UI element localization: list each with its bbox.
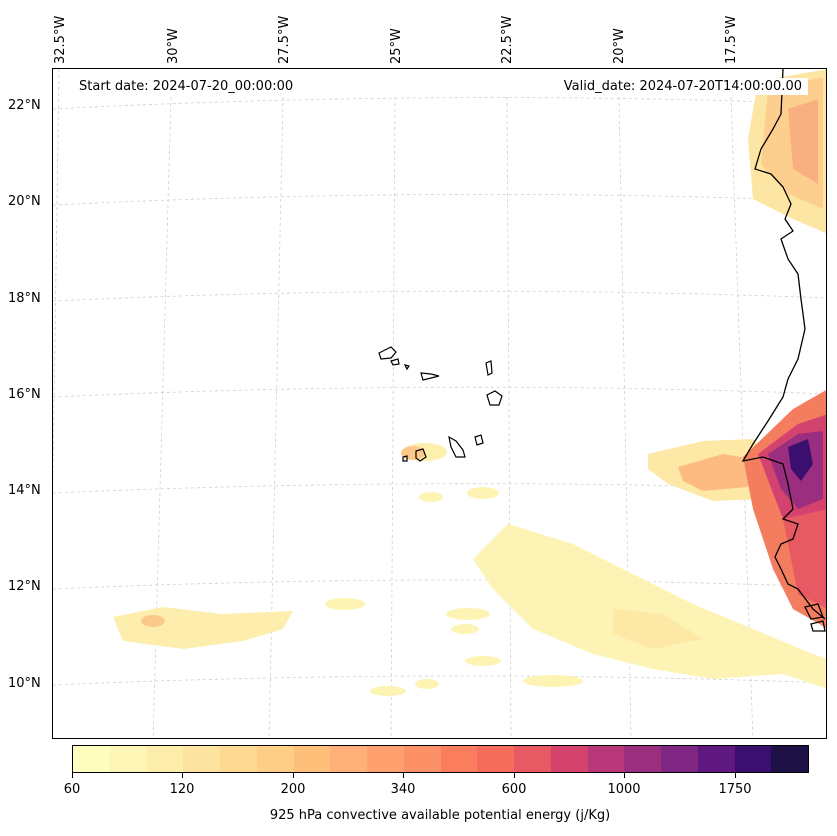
colorbar-segment-5 xyxy=(256,746,294,772)
lon-label-22-5w: 22.5°W xyxy=(500,15,515,64)
coastline-island-africa-2 xyxy=(810,620,826,632)
island-santiago xyxy=(448,435,466,458)
island-sal xyxy=(485,360,493,376)
colorbar-segment-11 xyxy=(477,746,514,772)
lat-label-10n: 10°N xyxy=(8,676,41,691)
colorbar-tick-60: 60 xyxy=(63,782,81,797)
gridline-lat-22 xyxy=(53,97,826,110)
gridline-lat-14 xyxy=(53,483,826,494)
cape-field xyxy=(113,69,826,696)
map-panel: Start date: 2024-07-20_00:00:00 Valid_da… xyxy=(52,68,827,739)
gridline-lon-25 xyxy=(390,96,396,738)
lat-label-14n: 14°N xyxy=(8,483,41,498)
cape-patch-cv4 xyxy=(401,446,425,460)
lon-label-25w: 25°W xyxy=(389,28,404,64)
cape-coast-south xyxy=(783,509,826,608)
cape-patch-1 xyxy=(325,598,365,610)
cape-patch-4 xyxy=(370,686,406,696)
colorbar-segment-14 xyxy=(587,746,625,772)
colorbar-tickmark xyxy=(182,773,183,778)
island-santo-antao xyxy=(378,346,397,360)
lat-label-20n: 20°N xyxy=(8,194,41,209)
gridline-lon-32-5 xyxy=(53,69,60,499)
colorbar-segment-19 xyxy=(771,746,808,772)
island-sao-vicente xyxy=(390,358,400,366)
colorbar-segment-12 xyxy=(514,746,551,772)
gridline-lat-16 xyxy=(53,386,826,398)
colorbar-tick-600: 600 xyxy=(501,782,527,797)
lon-label-30w: 30°W xyxy=(166,28,181,64)
colorbar-tick-200: 200 xyxy=(280,782,306,797)
colorbar-segment-10 xyxy=(440,746,478,772)
lon-label-20w: 20°W xyxy=(612,28,627,64)
cape-coast-core xyxy=(788,439,813,481)
island-santa-luzia xyxy=(403,364,410,371)
lat-label-16n: 16°N xyxy=(8,387,41,402)
colorbar-segment-4 xyxy=(220,746,257,772)
coastline-island-africa-1 xyxy=(804,603,824,620)
colorbar-tickmark xyxy=(514,773,515,778)
start-date-label: Start date: 2024-07-20_00:00:00 xyxy=(73,78,300,95)
gridline-lon-22-5 xyxy=(506,96,512,738)
gridline-lat-12 xyxy=(53,579,826,590)
gridline-lat-18 xyxy=(53,290,826,302)
valid-date-label: Valid_date: 2024-07-20T14:00:00.00 xyxy=(557,78,808,95)
colorbar-segment-3 xyxy=(183,746,220,772)
colorbar-tick-1000: 1000 xyxy=(607,782,641,797)
cape-offshore-mid xyxy=(678,454,753,491)
colorbar-segment-18 xyxy=(734,746,772,772)
colorbar-tickmark xyxy=(735,773,736,778)
colorbar-segment-7 xyxy=(330,746,367,772)
cape-verde-islands xyxy=(378,346,503,462)
cape-patch-3 xyxy=(451,624,479,634)
island-fogo xyxy=(415,448,427,462)
gridline-lat-20 xyxy=(53,193,826,206)
colorbar-tickmark xyxy=(293,773,294,778)
lat-label-18n: 18°N xyxy=(8,291,41,306)
colorbar-segment-9 xyxy=(403,746,441,772)
cape-band-south xyxy=(473,524,826,689)
cape-patch-cv3 xyxy=(467,487,499,499)
island-boa-vista xyxy=(486,390,503,406)
colorbar-segment-13 xyxy=(550,746,588,772)
colorbar xyxy=(72,745,809,773)
cape-patch-2 xyxy=(446,608,490,620)
colorbar-tick-340: 340 xyxy=(390,782,416,797)
colorbar-segment-8 xyxy=(367,746,404,772)
colorbar-tickmark xyxy=(72,773,73,778)
cape-band-north-core xyxy=(788,99,818,184)
colorbar-segment-1 xyxy=(109,746,147,772)
cape-band-south-patch xyxy=(613,609,703,649)
colorbar-segment-6 xyxy=(293,746,331,772)
cape-patch-cv2 xyxy=(419,492,443,502)
colorbar-tickmark xyxy=(624,773,625,778)
lon-label-32-5w: 32.5°W xyxy=(53,15,68,64)
coastline-africa xyxy=(741,69,826,620)
gridline-lon-27-5 xyxy=(268,96,284,738)
cape-patch-6 xyxy=(465,656,501,666)
colorbar-segment-0 xyxy=(73,746,110,772)
colorbar-segment-16 xyxy=(661,746,698,772)
cape-patch-7 xyxy=(523,675,583,687)
island-maio xyxy=(474,434,484,446)
colorbar-tickmark xyxy=(403,773,404,778)
colorbar-segment-2 xyxy=(146,746,184,772)
island-brava xyxy=(402,455,408,462)
gridline-lat-10 xyxy=(53,675,826,686)
cape-blob-west xyxy=(113,607,293,649)
colorbar-tick-120: 120 xyxy=(169,782,195,797)
cape-patch-5 xyxy=(415,679,439,689)
lon-label-17-5w: 17.5°W xyxy=(724,15,739,64)
colorbar-segment-15 xyxy=(624,746,661,772)
coastline xyxy=(741,69,826,632)
colorbar-title: 925 hPa convective available potential e… xyxy=(269,808,611,823)
lat-label-22n: 22°N xyxy=(8,98,41,113)
colorbar-segment-17 xyxy=(697,746,735,772)
map-canvas xyxy=(53,69,826,738)
colorbar-tick-1750: 1750 xyxy=(718,782,752,797)
lon-label-27-5w: 27.5°W xyxy=(277,15,292,64)
island-sao-nicolau xyxy=(420,372,440,381)
lat-label-12n: 12°N xyxy=(8,579,41,594)
cape-blob-west-core xyxy=(141,615,165,627)
